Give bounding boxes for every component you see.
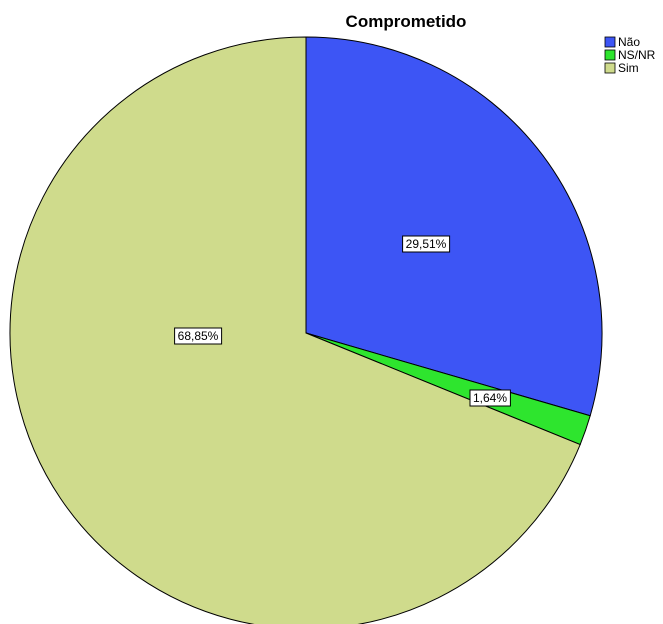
legend-label-0: Não [618, 35, 640, 49]
pie-slice-n-o [305, 36, 603, 417]
data-label-box [402, 235, 451, 253]
legend-label-2: Sim [618, 61, 639, 75]
legend-label-1: NS/NR [618, 48, 656, 62]
data-label-2: 68,85% [174, 327, 223, 345]
legend-swatch-2 [604, 62, 616, 74]
legend-swatch-0 [604, 36, 616, 48]
chart-title: Comprometido [346, 12, 467, 31]
data-label-box [469, 389, 511, 407]
data-label-text: 68,85% [178, 329, 219, 343]
data-label-0: 29,51% [402, 235, 451, 253]
data-label-1: 1,64% [469, 389, 511, 407]
data-label-box [174, 327, 223, 345]
data-label-text: 1,64% [473, 391, 507, 405]
pie-slices [9, 36, 603, 624]
legend-swatch-1 [604, 49, 616, 61]
slice-labels: 29,51% 1,64% 68,85% [174, 235, 511, 407]
pie-slice-sim [9, 36, 581, 624]
data-label-text: 29,51% [406, 237, 447, 251]
